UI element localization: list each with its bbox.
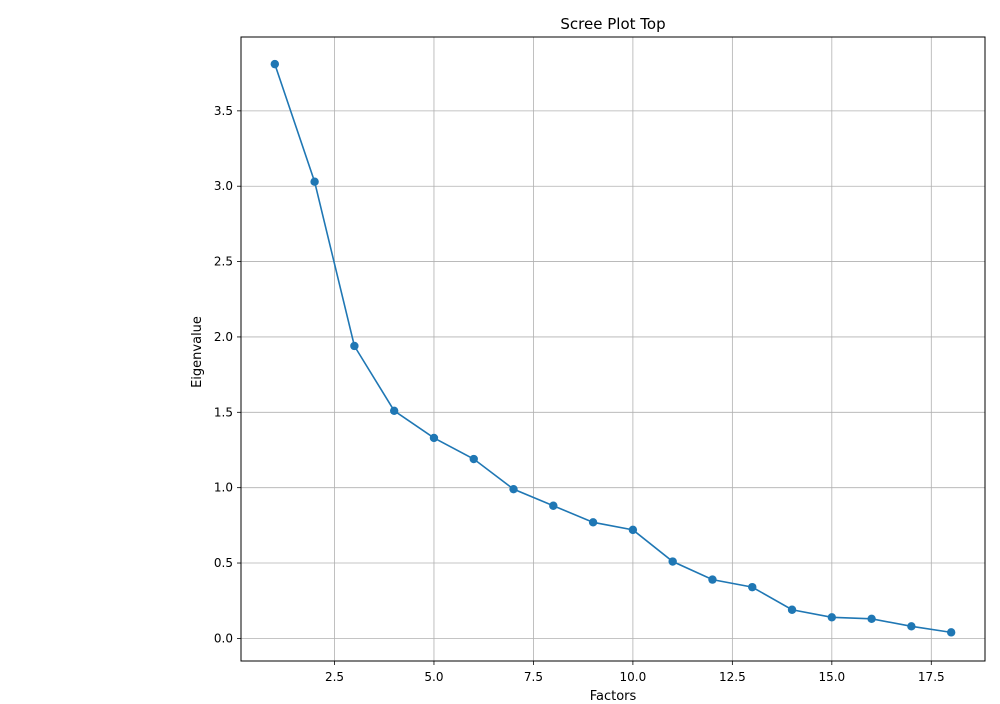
x-tick-label: 10.0: [620, 670, 647, 684]
y-tick-label: 1.5: [214, 405, 233, 419]
x-tick-label: 5.0: [424, 670, 443, 684]
eigenvalue-point: [787, 605, 797, 614]
eigenvalue-point: [469, 454, 478, 464]
eigenvalue-point: [946, 628, 956, 637]
eigenvalue-point: [310, 177, 319, 186]
x-tick-label: 12.5: [719, 670, 746, 684]
grid-layer: [241, 37, 985, 661]
y-tick-label: 2.0: [214, 330, 233, 344]
x-axis-label: Factors: [590, 689, 637, 700]
x-tick-label: 7.5: [524, 670, 543, 684]
x-tick-label: 15.0: [818, 670, 845, 684]
eigenvalue-point: [708, 575, 717, 584]
y-tick-label: 0.0: [214, 631, 233, 645]
x-tick-label: 17.5: [918, 670, 945, 684]
eigenvalue-series-line: [274, 63, 952, 634]
tick-layer: 2.5 5.0 7.5 10.0 12.5 15.0 17.5 0.0 0.5 1.0 1.5 2.0…: [214, 104, 945, 684]
eigenvalue-point: [509, 484, 518, 494]
y-tick-label: 2.5: [214, 255, 233, 269]
x-tick-label: 2.5: [325, 670, 344, 684]
eigenvalue-point: [350, 341, 359, 351]
eigenvalue-point: [429, 433, 439, 443]
eigenvalue-point: [827, 613, 837, 622]
chart-title: Scree Plot Top: [560, 15, 665, 33]
eigenvalue-point: [549, 501, 558, 510]
y-tick-label: 3.5: [214, 104, 233, 118]
eigenvalue-point: [668, 557, 677, 566]
eigenvalue-point: [867, 614, 876, 623]
eigenvalue-point: [748, 582, 757, 592]
y-axis-label: Eigenvalue: [190, 316, 205, 388]
y-tick-label: 3.0: [214, 179, 233, 193]
series-layer: [270, 59, 956, 637]
y-tick-label: 0.5: [214, 556, 233, 570]
eigenvalue-point: [628, 525, 638, 535]
plot-area-frame: [240, 36, 986, 662]
y-tick-label: 1.0: [214, 481, 233, 495]
eigenvalue-point: [389, 406, 399, 415]
eigenvalue-point: [907, 622, 916, 631]
eigenvalue-point: [588, 518, 598, 527]
eigenvalue-point: [270, 59, 280, 69]
